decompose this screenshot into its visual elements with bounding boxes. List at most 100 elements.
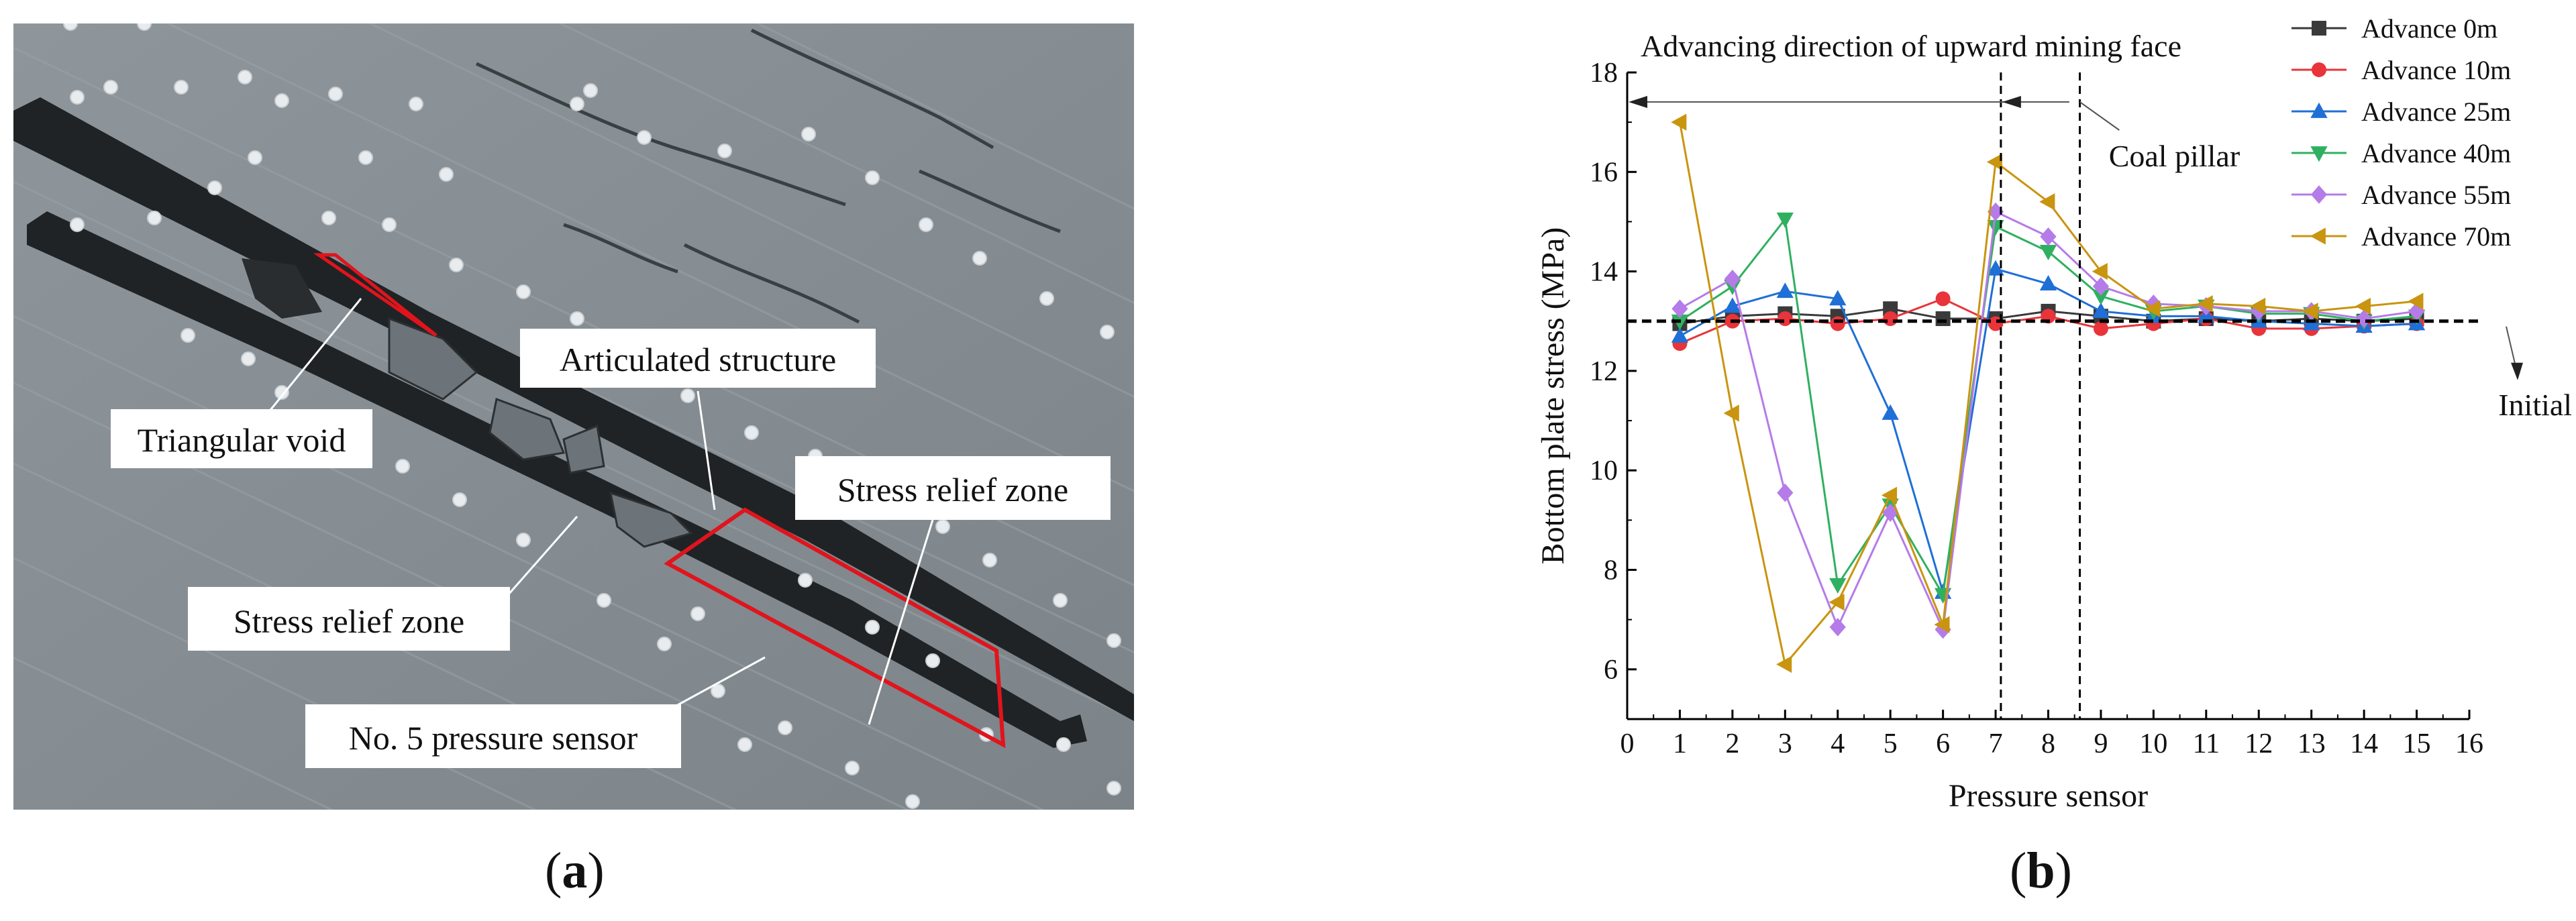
legend: Advance 0m Advance 10m Advance 25m Advance … <box>2291 13 2511 252</box>
x-axis-title: Pressure sensor <box>1949 778 2148 814</box>
chart-annotations: Advancing direction of upward mining fac… <box>1627 29 2576 719</box>
data-point-marker <box>1776 655 1792 673</box>
sensor-dot <box>248 150 262 165</box>
legend-label: Advance 10m <box>2361 55 2511 85</box>
sensor-dot <box>919 217 933 232</box>
legend-item: Advance 55m <box>2291 180 2511 210</box>
x-tick-label: 8 <box>2041 728 2055 759</box>
y-tick-label: 6 <box>1604 655 1618 686</box>
y-tick-label: 16 <box>1590 157 1618 188</box>
data-point-marker <box>1829 290 1847 306</box>
sensor-dot <box>70 217 85 232</box>
sensor-dot <box>181 328 195 343</box>
sensor-dot <box>1039 291 1054 306</box>
y-tick-label: 18 <box>1590 58 1618 89</box>
sensor-dot <box>717 144 732 158</box>
sensor-dot <box>798 573 813 588</box>
y-tick-label: 10 <box>1590 455 1618 486</box>
data-point-marker <box>2039 193 2055 211</box>
sensor-dot <box>207 180 222 195</box>
sensor-dot <box>935 519 950 534</box>
data-point-marker <box>1724 297 1741 313</box>
data-point-marker <box>2408 302 2425 321</box>
sensor-dot <box>905 794 920 809</box>
data-point-marker <box>1986 153 2002 171</box>
sensor-dot <box>865 170 880 185</box>
label-text-stress-relief-zone-left: Stress relief zone <box>234 602 464 640</box>
subfigure-label-a: (a) <box>545 843 605 899</box>
sensor-dot <box>865 620 880 635</box>
subfigure-label-b: (b) <box>2010 843 2072 899</box>
sensor-dot <box>583 83 598 98</box>
data-point-marker <box>1883 311 1898 327</box>
legend-item: Advance 0m <box>2291 13 2497 44</box>
sensor-dot <box>711 684 725 698</box>
legend-label: Advance 55m <box>2361 180 2511 210</box>
x-tick-label: 6 <box>1936 728 1950 759</box>
sensor-dot <box>690 606 705 621</box>
data-point-marker <box>2039 245 2057 261</box>
stress-line-chart: 0 1 2 3 4 5 6 7 8 9 10 11 12 13 14 15 16681012141618Pres… <box>1535 13 2576 814</box>
data-point-marker <box>2092 289 2110 305</box>
data-point-marker <box>1830 316 1845 331</box>
data-point-marker <box>1934 616 1950 633</box>
legend-label: Advance 40m <box>2361 138 2511 168</box>
sensor-dot <box>137 23 152 31</box>
data-point-marker <box>1882 404 1899 420</box>
x-tick-label: 4 <box>1831 728 1845 759</box>
sensor-dot <box>70 90 85 105</box>
data-point-marker <box>1882 503 1899 523</box>
data-point-marker <box>1776 282 1794 299</box>
sensor-dot <box>680 388 695 403</box>
data-point-marker <box>2197 295 2213 313</box>
data-point-marker <box>2312 21 2326 36</box>
x-tick-label: 11 <box>2193 728 2220 759</box>
initial-stress-label: Initial stress <box>2498 388 2576 422</box>
label-text-stress-relief-zone-right: Stress relief zone <box>837 471 1068 508</box>
y-axis-title: Bottom plate stress (MPa) <box>1535 227 1571 565</box>
label-stress-relief-zone-right: Stress relief zone <box>795 456 1111 520</box>
x-tick-label: 10 <box>2139 728 2167 759</box>
sensor-dot <box>1106 781 1121 796</box>
data-point-marker <box>2092 277 2110 296</box>
data-point-marker <box>2040 227 2057 246</box>
data-point-marker <box>2250 297 2266 315</box>
series-advance-55m <box>1671 202 2425 639</box>
sensor-dot <box>274 385 289 400</box>
initial-stress-arrow-head <box>2511 362 2523 380</box>
roof-fractures <box>475 28 1061 324</box>
label-stress-relief-zone-left: Stress relief zone <box>188 587 510 651</box>
sensor-dot <box>63 23 78 31</box>
sensor-dot <box>382 217 397 232</box>
sensor-dot <box>737 737 752 752</box>
sensor-dot <box>238 70 252 85</box>
data-point-marker <box>1723 404 1739 422</box>
data-point-marker <box>1881 486 1898 504</box>
x-tick-label: 0 <box>1620 728 1635 759</box>
sensor-dot <box>439 167 454 182</box>
label-text-pressure-sensor-5: No. 5 pressure sensor <box>349 719 638 757</box>
data-point-marker <box>2145 300 2161 317</box>
y-tick-label: 12 <box>1590 356 1618 387</box>
data-point-marker <box>1671 113 1687 131</box>
data-point-marker <box>1987 202 2004 221</box>
data-point-marker <box>2093 321 2108 336</box>
legend-item: Advance 25m <box>2291 97 2511 127</box>
sensor-dot <box>801 127 816 142</box>
sensor-dot <box>1100 325 1115 339</box>
data-point-marker <box>2310 102 2328 118</box>
sensor-dot <box>972 251 987 266</box>
x-tick-label: 15 <box>2403 728 2431 759</box>
x-tick-label: 13 <box>2298 728 2326 759</box>
y-tick-label: 14 <box>1590 257 1618 288</box>
x-tick-label: 7 <box>1989 728 2003 759</box>
sensor-dot <box>1056 737 1071 752</box>
stress-relief-zone-outline <box>664 507 1006 749</box>
sensor-dot <box>174 80 189 95</box>
data-point-marker <box>1935 291 1951 307</box>
x-tick-label: 1 <box>1673 728 1687 759</box>
data-point-marker <box>1828 594 1845 611</box>
legend-item: Advance 70m <box>2291 221 2511 252</box>
sensor-dot <box>845 761 860 775</box>
dark-seams <box>13 97 1134 748</box>
